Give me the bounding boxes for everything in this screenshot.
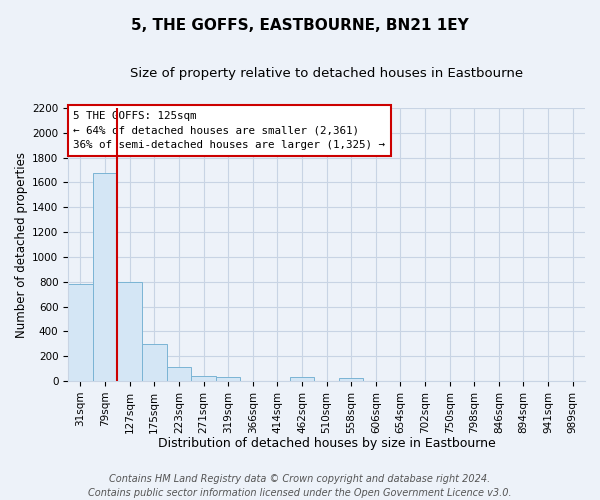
Title: Size of property relative to detached houses in Eastbourne: Size of property relative to detached ho… <box>130 68 523 80</box>
Bar <box>142 344 167 381</box>
Bar <box>118 282 142 381</box>
X-axis label: Distribution of detached houses by size in Eastbourne: Distribution of detached houses by size … <box>158 437 496 450</box>
Text: 5, THE GOFFS, EASTBOURNE, BN21 1EY: 5, THE GOFFS, EASTBOURNE, BN21 1EY <box>131 18 469 32</box>
Y-axis label: Number of detached properties: Number of detached properties <box>15 152 28 338</box>
Bar <box>191 376 216 381</box>
Bar <box>68 284 93 381</box>
Bar <box>216 378 241 381</box>
Bar <box>93 172 118 381</box>
Bar <box>167 366 191 381</box>
Bar <box>290 378 314 381</box>
Text: Contains HM Land Registry data © Crown copyright and database right 2024.
Contai: Contains HM Land Registry data © Crown c… <box>88 474 512 498</box>
Text: 5 THE GOFFS: 125sqm
← 64% of detached houses are smaller (2,361)
36% of semi-det: 5 THE GOFFS: 125sqm ← 64% of detached ho… <box>73 111 385 150</box>
Bar <box>339 378 364 381</box>
